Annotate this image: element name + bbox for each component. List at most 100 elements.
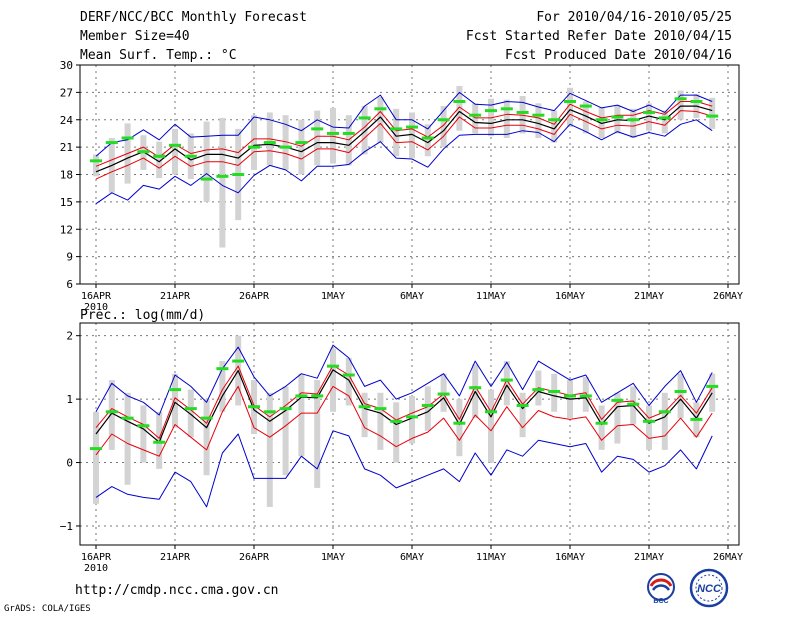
prec-spread-bar (187, 389, 194, 438)
temp-spread-bar (282, 115, 289, 170)
temp-min-envelope-line (95, 119, 713, 205)
temperature-chart-panel: 16APR 21APR 26APR 1MAY 6MAY 11MAY 16MAY 21MAY 26… (60, 59, 743, 313)
ncc-logo-text: NCC (697, 583, 722, 595)
prec-spread-bar (266, 392, 273, 507)
temp-spread-bar (219, 117, 226, 248)
forecast-started-label: Fcst Started Refer Date 2010/04/15 (465, 29, 732, 44)
temp-ytick-label: 9 (66, 251, 73, 264)
prec-spread-bar (598, 405, 605, 450)
temp-spread-bar (361, 106, 368, 155)
prec-spread-bar (377, 392, 384, 450)
temp-spread-bar (535, 103, 542, 138)
temp-spread-bar (93, 154, 99, 177)
temp-ytick-label: 6 (66, 278, 73, 291)
temp-spread-bar (567, 87, 573, 128)
temp-lower-band-line (95, 110, 713, 180)
bcc-logo-text: BCC (653, 598, 668, 605)
prec-spread-bar (140, 405, 147, 463)
temp-xtick-label: 21MAY (634, 291, 664, 302)
prec-spread-bar (614, 392, 621, 444)
temp-spread-bar (630, 108, 637, 138)
temp-spread-bar (598, 106, 605, 138)
temp-xtick-label: 16MAY (555, 291, 585, 302)
temp-ytick-label: 24 (60, 114, 74, 127)
temp-ytick-label: 18 (60, 169, 73, 182)
temp-spread-bar (298, 119, 305, 175)
temp-ytick-label: 15 (60, 196, 73, 209)
temp-spread-bar (251, 115, 257, 170)
prec-xtick-label: 16MAY (555, 552, 585, 563)
temp-ytick-label: 27 (60, 86, 73, 99)
temp-xtick-label: 21APR (160, 291, 191, 302)
temp-spread-bar (709, 97, 716, 129)
prec-upper-band-line (95, 365, 713, 439)
prec-spread-bar (156, 411, 163, 469)
temp-year-label: 2010 (84, 302, 108, 313)
prec-spread-bar (409, 395, 415, 444)
prec-spread-bar (424, 386, 431, 431)
prec-xtick-label: 1MAY (321, 552, 345, 563)
temp-spread-bar (551, 110, 558, 143)
prec-year-label: 2010 (84, 563, 108, 574)
prec-spread-bar (93, 411, 99, 504)
prec-xtick-label: 26MAY (713, 552, 743, 563)
temp-spread-bar (440, 106, 447, 148)
prec-spread-bar (393, 402, 400, 463)
prec-ensemble-mean-line (95, 369, 713, 443)
temp-spread-bar (582, 101, 589, 134)
temp-xtick-label: 26MAY (713, 291, 743, 302)
prec-spread-bar (330, 348, 336, 412)
temp-spread-bar (409, 112, 415, 159)
prec-max-envelope-line (95, 344, 713, 416)
prec-xtick-label: 16APR (81, 552, 112, 563)
prec-spread-bar (646, 405, 652, 450)
prec-lower-band-line (95, 385, 713, 457)
temp-spread-bar (503, 99, 510, 138)
prec-panel-title: Prec.: log(mm/d) (80, 308, 205, 323)
prec-spread-bar (709, 373, 716, 412)
temp-ytick-label: 12 (60, 223, 73, 236)
prec-spread-bar (361, 392, 368, 438)
prec-spread-bar (314, 380, 321, 488)
temp-spread-bar (661, 110, 668, 134)
prec-spread-bar (582, 376, 589, 412)
grads-credit: GrADS: COLA/IGES (4, 604, 91, 614)
temp-spread-bar (456, 85, 463, 131)
forecast-period-label: For 2010/04/16-2010/05/25 (536, 10, 732, 25)
temp-ytick-label: 30 (60, 59, 73, 72)
prec-ytick-label: −1 (60, 520, 73, 533)
prec-ytick-label: 0 (66, 457, 73, 470)
temp-spread-bar (677, 90, 684, 120)
temp-max-envelope-line (95, 91, 713, 157)
temp-xtick-label: 26APR (239, 291, 270, 302)
prec-min-envelope-line (95, 430, 713, 508)
prec-ytick-label: 1 (66, 393, 73, 406)
variable-label: Mean Surf. Temp.: °C (80, 48, 237, 63)
temp-upper-band-line (95, 101, 713, 167)
prec-spread-bar (108, 380, 115, 450)
prec-spread-bar (345, 357, 352, 406)
temp-spread-bar (377, 96, 384, 143)
temp-xtick-label: 6MAY (400, 291, 424, 302)
temp-xtick-label: 16APR (81, 291, 112, 302)
prec-spread-bar (488, 389, 494, 463)
temp-spread-bar (172, 128, 178, 175)
ncc-logo: NCC (689, 568, 729, 608)
prec-xtick-label: 6MAY (400, 552, 424, 563)
prec-plot-frame (79, 322, 740, 546)
source-url: http://cmdp.ncc.cma.gov.cn (75, 583, 279, 598)
prec-spread-bar (219, 361, 226, 412)
prec-spread-bar (124, 392, 131, 485)
temp-plot-frame (79, 64, 740, 285)
prec-spread-bar (519, 392, 526, 438)
prec-spread-bar (282, 386, 289, 476)
prec-spread-bar (661, 392, 668, 450)
temp-ensemble-mean-line (95, 105, 713, 173)
prec-xtick-label: 26APR (239, 552, 270, 563)
prec-xtick-label: 11MAY (476, 552, 506, 563)
temp-xtick-label: 11MAY (476, 291, 506, 302)
temp-plot-area (80, 65, 739, 284)
temp-ytick-label: 21 (60, 141, 73, 154)
